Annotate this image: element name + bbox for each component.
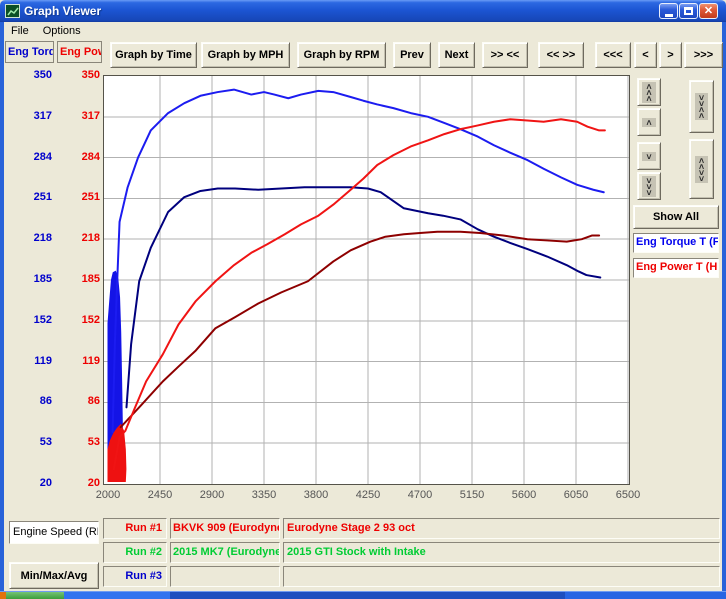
- app-icon: [5, 4, 20, 18]
- y-tick-power: 218: [81, 232, 100, 245]
- x-tick: 5600: [511, 489, 537, 501]
- minimize-icon: [664, 13, 673, 17]
- y-tick-power: 86: [87, 395, 100, 408]
- y-tick-torque: 185: [33, 273, 52, 285]
- taskbar-button-active[interactable]: [170, 591, 565, 599]
- eng-power-axis-header: Eng Power: [57, 41, 102, 63]
- y-tick-torque: 218: [33, 232, 52, 245]
- maximize-icon: [684, 7, 693, 15]
- chevron-up-triple-icon: ˄ ˄ ˄: [642, 81, 656, 103]
- start-button[interactable]: [6, 591, 64, 599]
- y-tick-torque: 152: [33, 313, 52, 326]
- x-tick: 6500: [615, 489, 641, 501]
- chevrons-outward-icon: ˄ ˄ ˅ ˅: [694, 155, 709, 183]
- menu-bar: File Options: [4, 22, 722, 39]
- start-button-edge[interactable]: [0, 591, 6, 599]
- x-tick: 6050: [563, 489, 589, 501]
- chart-canvas: [104, 76, 629, 484]
- run2-file-field[interactable]: 2015 MK7 (Eurodyne, E: [170, 542, 280, 563]
- x-tick: 3350: [251, 489, 277, 501]
- chevron-down-triple-icon: ˅ ˅ ˅: [642, 175, 656, 197]
- y-tick-torque: 317: [33, 109, 52, 122]
- chevron-down-icon: ˅: [642, 151, 656, 161]
- scroll-left-button[interactable]: <: [634, 42, 657, 68]
- y-tick-torque: 350: [33, 69, 52, 81]
- taskbar-button[interactable]: [64, 591, 170, 599]
- maximize-button[interactable]: [679, 3, 698, 19]
- graph-by-rpm-button[interactable]: Graph by RPM: [297, 42, 386, 68]
- y-tick-power: 119: [82, 354, 100, 367]
- run1-file-field[interactable]: BKVK 909 (Eurodyne, I: [170, 518, 280, 539]
- run2-description-field[interactable]: 2015 GTI Stock with Intake: [283, 542, 720, 563]
- x-tick: 2450: [147, 489, 173, 501]
- run2-label: Run #2: [103, 542, 167, 563]
- next-button[interactable]: Next: [438, 42, 475, 68]
- minimize-button[interactable]: [659, 3, 678, 19]
- run3-label: Run #3: [103, 566, 167, 587]
- run1-label: Run #1: [103, 518, 167, 539]
- prev-button[interactable]: Prev: [393, 42, 431, 68]
- x-tick: 4700: [407, 489, 433, 501]
- eng-torque-axis-header: Eng Torque: [5, 41, 54, 63]
- window-border-right: [722, 22, 726, 591]
- chevrons-inward-icon: ˅ ˅ ˄ ˄: [694, 93, 709, 121]
- scroll-right-button[interactable]: >: [659, 42, 682, 68]
- scroll-up-fast-button[interactable]: ˄ ˄ ˄: [637, 78, 661, 106]
- taskbar-highlight: [0, 591, 726, 592]
- chart-plot-area[interactable]: [103, 75, 630, 485]
- x-axis-title-box: Engine Speed (RPM: [9, 521, 99, 544]
- y-tick-torque: 284: [33, 150, 52, 163]
- window-title: Graph Viewer: [24, 4, 102, 18]
- run1-description-field[interactable]: Eurodyne Stage 2 93 oct: [283, 518, 720, 539]
- y-tick-power: 350: [81, 69, 100, 81]
- y-tick-power: 20: [87, 477, 100, 489]
- title-bar[interactable]: Graph Viewer ✕: [0, 0, 726, 22]
- y-tick-power: 185: [81, 273, 100, 285]
- window-border-left: [0, 22, 4, 591]
- min-max-avg-button[interactable]: Min/Max/Avg: [9, 562, 99, 589]
- zoom-in-vertical-button[interactable]: ˅ ˅ ˄ ˄: [689, 80, 714, 133]
- y-tick-power: 251: [81, 191, 100, 204]
- graph-by-mph-button[interactable]: Graph by MPH: [201, 42, 290, 68]
- legend-power: Eng Power T (HP): [633, 258, 719, 278]
- x-tick: 2000: [95, 489, 121, 501]
- y-tick-power: 53: [87, 436, 100, 449]
- scroll-down-button[interactable]: ˅: [637, 142, 661, 170]
- x-tick: 5150: [459, 489, 485, 501]
- zoom-in-horizontal-button[interactable]: >> <<: [482, 42, 528, 68]
- y-tick-power: 317: [81, 109, 100, 122]
- scroll-down-fast-button[interactable]: ˅ ˅ ˅: [637, 172, 661, 200]
- close-icon: ✕: [703, 4, 714, 17]
- zoom-out-horizontal-button[interactable]: << >>: [538, 42, 584, 68]
- scroll-left-fast-button[interactable]: <<<: [595, 42, 631, 68]
- x-tick: 2900: [199, 489, 225, 501]
- show-all-button[interactable]: Show All: [633, 205, 719, 229]
- y-tick-torque: 53: [39, 436, 52, 449]
- x-tick: 3800: [303, 489, 329, 501]
- chevron-up-icon: ˄: [642, 117, 656, 127]
- y-tick-torque: 20: [39, 477, 52, 489]
- y-tick-power: 284: [81, 150, 100, 163]
- y-tick-torque: 251: [33, 191, 52, 204]
- zoom-out-vertical-button[interactable]: ˄ ˄ ˅ ˅: [689, 139, 714, 199]
- graph-by-time-button[interactable]: Graph by Time: [110, 42, 197, 68]
- run3-file-field[interactable]: [170, 566, 280, 587]
- scroll-right-fast-button[interactable]: >>>: [684, 42, 723, 68]
- legend-torque: Eng Torque T (Ft-lbs): [633, 233, 719, 253]
- menu-file[interactable]: File: [11, 24, 29, 37]
- menu-options[interactable]: Options: [42, 24, 81, 37]
- x-tick: 4250: [355, 489, 381, 501]
- y-tick-torque: 86: [39, 395, 52, 408]
- y-tick-torque: 119: [34, 354, 52, 367]
- scroll-up-button[interactable]: ˄: [637, 108, 661, 136]
- run3-description-field[interactable]: [283, 566, 720, 587]
- close-button[interactable]: ✕: [699, 3, 718, 19]
- y-tick-power: 152: [81, 313, 100, 326]
- taskbar[interactable]: [0, 591, 726, 599]
